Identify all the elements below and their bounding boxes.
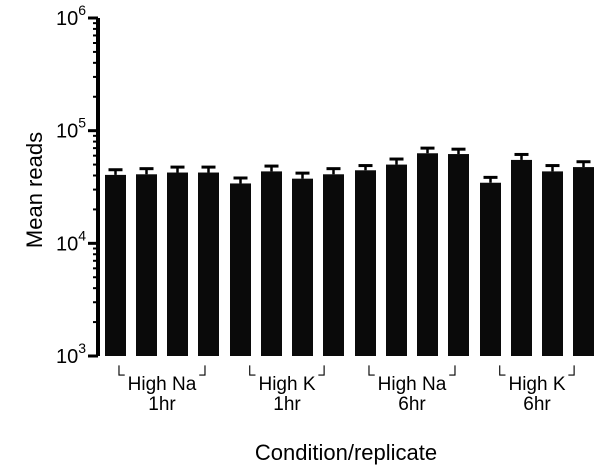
- y-tick-label: 103: [56, 340, 86, 368]
- bracket-right: ┘: [198, 365, 210, 384]
- bracket-left: └: [494, 365, 506, 384]
- bracket-right: ┘: [568, 365, 580, 384]
- bar: [292, 178, 313, 356]
- bar: [323, 174, 344, 356]
- bar: [105, 174, 126, 356]
- y-axis-title: Mean reads: [22, 132, 47, 248]
- bar: [167, 172, 188, 356]
- group-label-line1: High K: [258, 374, 315, 395]
- y-tick-label: 106: [56, 2, 86, 30]
- bracket-left: └: [113, 365, 125, 384]
- bar: [448, 154, 469, 356]
- group-label-line1: High Na: [378, 374, 447, 395]
- bracket-right: ┘: [318, 365, 330, 384]
- bar: [573, 167, 594, 356]
- bar: [198, 172, 219, 356]
- y-tick-labels: 103 104 105 106: [56, 2, 86, 368]
- group-label-line2: 6hr: [398, 394, 426, 415]
- group-label-line2: 6hr: [523, 394, 551, 415]
- x-axis-title: Condition/replicate: [255, 440, 437, 465]
- bars: [105, 146, 594, 356]
- bar: [355, 170, 376, 356]
- bracket-left: └: [363, 365, 375, 384]
- y-tick-label: 104: [56, 227, 86, 255]
- group-label-line1: High Na: [128, 374, 197, 395]
- bar: [136, 174, 157, 356]
- bar: [417, 153, 438, 356]
- y-tick-label: 105: [56, 115, 86, 143]
- group-label-line2: 1hr: [148, 394, 176, 415]
- bar: [480, 182, 501, 356]
- bracket-left: └: [244, 365, 256, 384]
- group-label-line1: High K: [508, 374, 565, 395]
- bar: [230, 183, 251, 356]
- bar: [511, 159, 532, 356]
- bar: [542, 171, 563, 356]
- bar: [261, 171, 282, 356]
- bar: [386, 164, 407, 356]
- bracket-right: ┘: [448, 365, 460, 384]
- group-label-line2: 1hr: [273, 394, 301, 415]
